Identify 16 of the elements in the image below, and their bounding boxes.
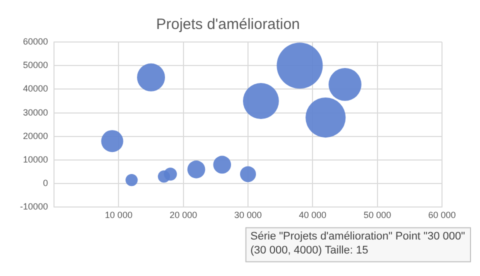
y-tick-label: 40000 bbox=[22, 84, 48, 94]
x-tick-label: 30 000 bbox=[234, 210, 262, 220]
x-tick-label: 50 000 bbox=[364, 210, 392, 220]
text: Série "Projets d'amélioration" Point "30 000" (30 000, 4000) Taille: 15 bbox=[250, 230, 466, 257]
y-tick-label: 60000 bbox=[22, 36, 48, 46]
y-tick-label: 20000 bbox=[22, 130, 48, 141]
y-tick-label: -10000 bbox=[20, 202, 48, 212]
x-tick-label: 60 000 bbox=[428, 210, 456, 220]
y-tick-label: 30000 bbox=[22, 107, 48, 118]
x-tick-label: 40 000 bbox=[298, 210, 326, 220]
x-tick-label: 20 000 bbox=[170, 210, 198, 220]
y-tick-label: 0 bbox=[43, 178, 48, 188]
y-tick-label: 50000 bbox=[22, 60, 48, 70]
x-tick-label: 10 000 bbox=[104, 210, 132, 220]
y-tick-label: 10000 bbox=[22, 154, 48, 164]
chart-title: Projets d'amélioration bbox=[156, 16, 300, 34]
